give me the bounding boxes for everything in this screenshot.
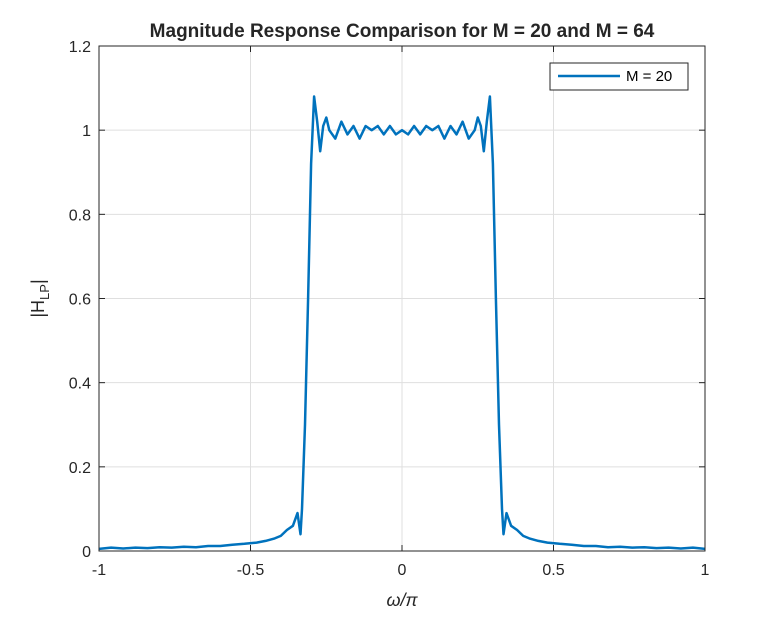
x-tick-label: 0.5 — [542, 562, 564, 579]
y-tick-label: 0.4 — [69, 376, 91, 393]
x-tick-label: -1 — [92, 562, 106, 579]
x-tick-label: -0.5 — [237, 562, 265, 579]
series-line — [98, 95, 706, 551]
y-tick-label: 1.2 — [69, 39, 91, 56]
legend: M = 20 — [549, 62, 689, 91]
y-tick-label: 0.2 — [69, 460, 91, 477]
y-tick-label: 0 — [82, 544, 91, 561]
y-tick-label: 0.8 — [69, 207, 91, 224]
y-axis-label: |HLP| — [28, 279, 52, 317]
legend-label: M = 20 — [626, 68, 672, 85]
chart-title: Magnitude Response Comparison for M = 20… — [150, 21, 655, 42]
y-tick-label: 1 — [82, 123, 91, 140]
y-tick-label: 0.6 — [69, 292, 91, 309]
ticks: -1 -0.5 0 0.5 1 0 0.2 0.4 0.6 0.8 1 1.2 — [69, 39, 710, 579]
x-tick-label: 1 — [701, 562, 710, 579]
series-lines — [98, 95, 706, 551]
x-tick-label: 0 — [398, 562, 407, 579]
x-axis-label: ω/π — [386, 590, 418, 610]
